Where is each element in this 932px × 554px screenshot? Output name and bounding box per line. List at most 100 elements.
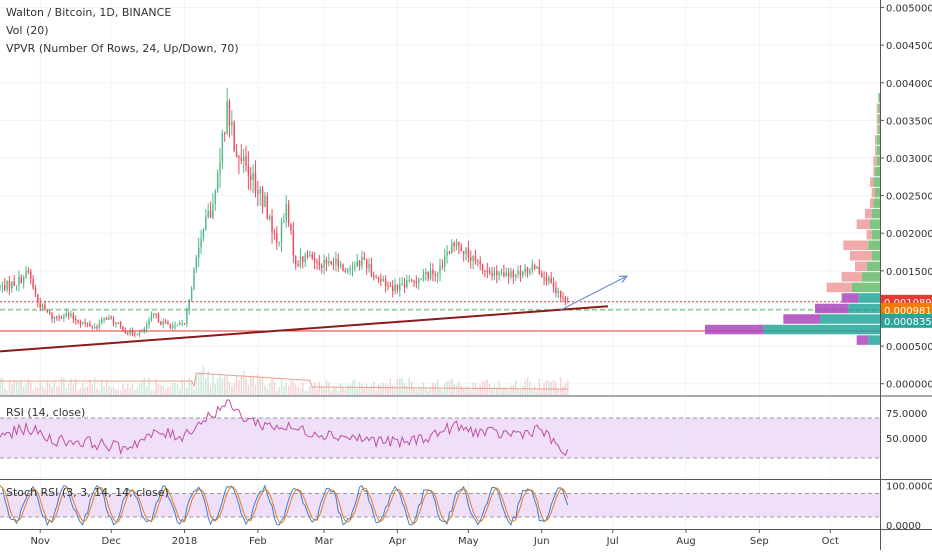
candle-body xyxy=(266,195,269,220)
candle-body xyxy=(115,322,117,324)
volume-bar xyxy=(356,388,358,395)
candle-body xyxy=(136,334,138,336)
candle-body xyxy=(519,271,522,276)
volume-bar xyxy=(20,381,23,395)
candle-body xyxy=(209,210,212,218)
candle-body xyxy=(304,255,306,262)
candle-body xyxy=(375,277,377,279)
stoch-d-line xyxy=(0,485,569,525)
volume-bar xyxy=(486,379,489,395)
candle-body xyxy=(496,270,498,276)
trend-line[interactable] xyxy=(0,305,609,353)
candle-body xyxy=(169,324,172,329)
candle-body xyxy=(143,328,146,331)
vpvr-up-bar xyxy=(848,303,880,314)
candle-body xyxy=(420,278,422,280)
volume-bar xyxy=(250,376,252,395)
volume-bar xyxy=(79,387,82,395)
volume-bar xyxy=(368,387,370,395)
candle-body xyxy=(276,233,278,243)
volume-bar xyxy=(503,387,505,395)
vpvr-up-bar xyxy=(851,282,880,293)
candle-body xyxy=(446,251,448,256)
candle-body xyxy=(110,317,112,319)
x-tick-label: Mar xyxy=(315,536,335,547)
vpvr-indicator-label: VPVR (Number Of Rows, 24, Up/Down, 70) xyxy=(6,42,239,55)
volume-bar xyxy=(323,387,325,395)
volume-bar xyxy=(91,384,93,395)
candle-body xyxy=(105,317,108,320)
candle-body xyxy=(481,264,484,271)
volume-bar xyxy=(77,390,79,395)
candle-body xyxy=(283,221,285,223)
candle-body xyxy=(399,283,401,291)
volume-bar xyxy=(462,387,465,395)
candle-body xyxy=(370,263,373,276)
candle-body xyxy=(174,325,176,327)
vpvr-up-bar xyxy=(876,135,880,145)
candle-body xyxy=(432,269,434,275)
candle-body xyxy=(320,265,323,268)
volume-bar xyxy=(37,388,39,395)
volume-bar xyxy=(344,389,347,395)
candle-body xyxy=(316,261,318,263)
candle-body xyxy=(302,256,304,262)
candle-body xyxy=(285,204,287,222)
volume-bar xyxy=(0,377,1,395)
candle-body xyxy=(108,317,110,320)
volume-bar xyxy=(51,387,53,395)
volume-bar xyxy=(245,377,247,395)
vpvr-down-bar xyxy=(843,240,869,251)
vpvr-down-bar xyxy=(870,177,874,187)
volume-bar xyxy=(238,380,240,395)
vpvr-down-bar xyxy=(850,251,872,261)
vpvr-up-bar xyxy=(858,293,880,303)
volume-bar xyxy=(233,382,235,395)
volume-bar xyxy=(32,389,34,395)
stoch-band xyxy=(0,493,880,518)
volume-bar xyxy=(195,373,198,395)
vpvr-down-bar xyxy=(870,198,874,208)
candle-body xyxy=(342,264,344,272)
candle-body xyxy=(318,261,321,266)
candle-body xyxy=(465,248,467,254)
volume-bar xyxy=(6,390,8,395)
vpvr-up-bar xyxy=(878,114,880,124)
volume-bar xyxy=(467,386,470,395)
candle-body xyxy=(439,265,441,274)
candle-body xyxy=(451,242,453,253)
candle-body xyxy=(93,327,96,329)
volume-bar xyxy=(84,387,86,395)
candle-body xyxy=(287,204,290,224)
volume-bar xyxy=(63,378,65,395)
candle-body xyxy=(245,156,247,167)
volume-bar xyxy=(316,389,318,395)
candle-body xyxy=(373,275,375,278)
candle-body xyxy=(526,267,529,274)
candle-body xyxy=(543,277,545,279)
volume-bar xyxy=(119,390,122,395)
candle-body xyxy=(443,255,446,267)
candle-body xyxy=(337,258,340,267)
volume-bar xyxy=(141,381,143,395)
chart-title: Walton / Bitcoin, 1D, BINANCE xyxy=(6,6,172,19)
volume-bar xyxy=(115,389,117,395)
volume-bar xyxy=(408,377,410,395)
volume-bar xyxy=(221,378,224,395)
candle-body xyxy=(484,270,486,272)
volume-bar xyxy=(266,388,269,395)
candle-body xyxy=(559,291,562,298)
vpvr-up-bar xyxy=(861,272,880,282)
volume-bar xyxy=(209,385,212,395)
vpvr-up-bar xyxy=(876,145,880,156)
volume-bar xyxy=(358,382,361,395)
candle-body xyxy=(219,161,221,174)
forecast-arrow-line[interactable] xyxy=(560,275,628,311)
volume-bar xyxy=(22,386,25,395)
vpvr-down-bar xyxy=(841,293,859,303)
volume-bar xyxy=(60,377,63,395)
